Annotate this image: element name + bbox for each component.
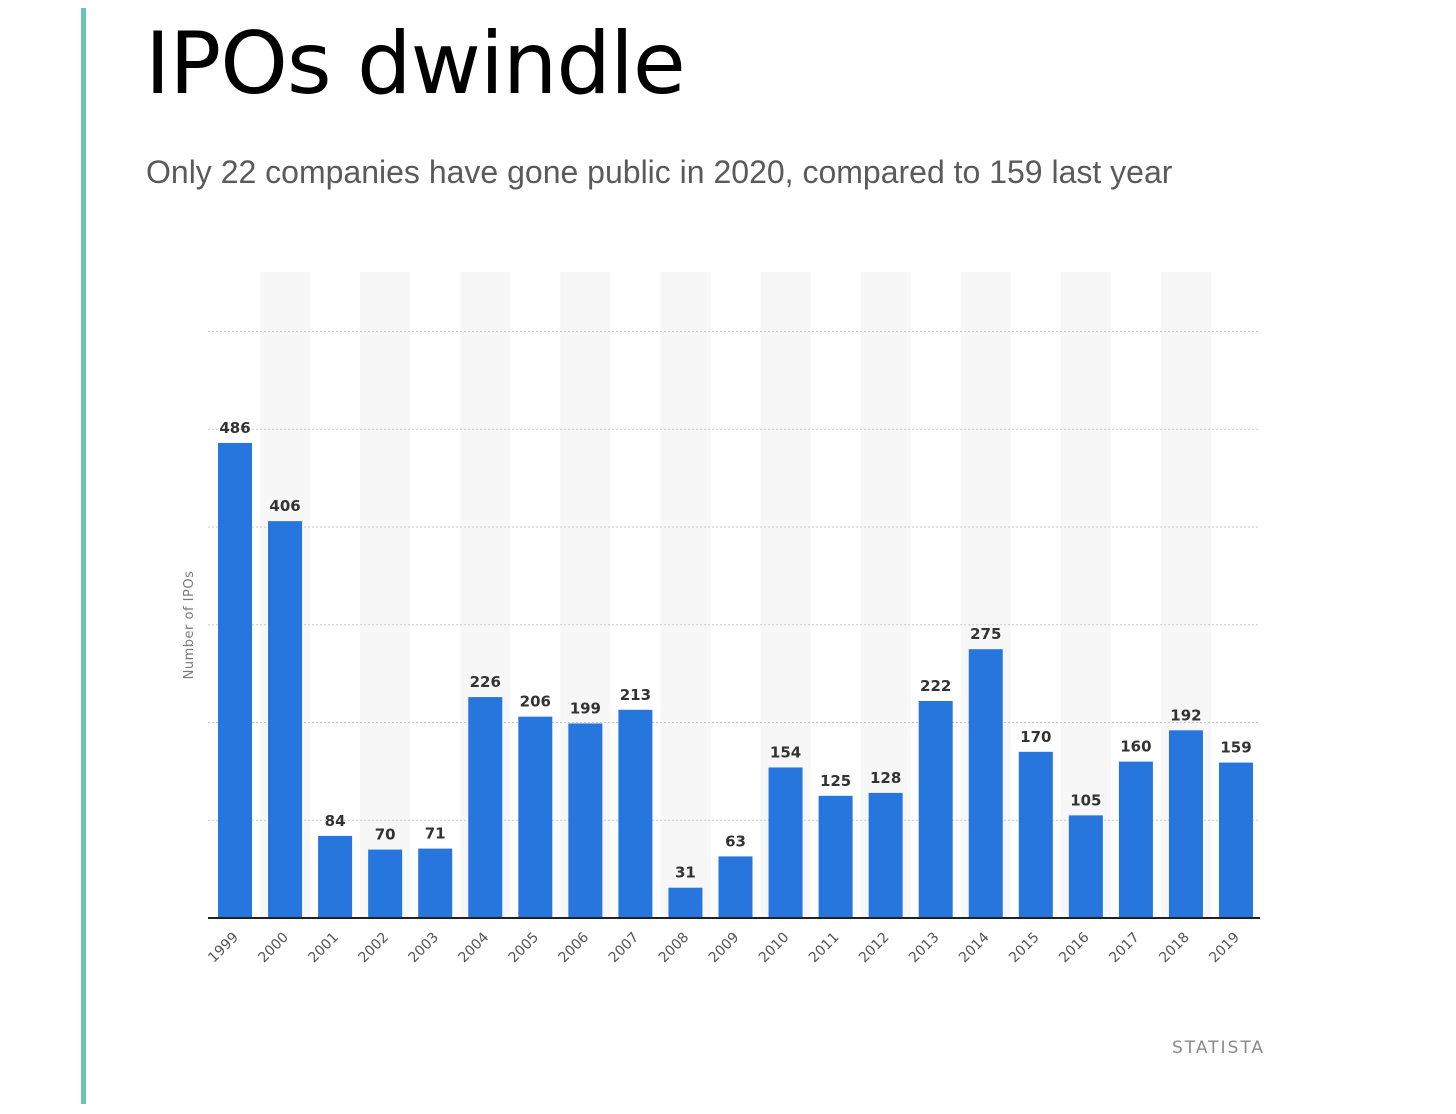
band-2008 [660, 272, 711, 918]
data-label-2001: 84 [325, 812, 346, 830]
x-tick-2000: 2000 [255, 930, 292, 967]
band-2002 [360, 272, 411, 918]
bar-2011 [818, 795, 853, 918]
bar-2019 [1219, 762, 1253, 918]
x-tick-2009: 2009 [706, 930, 743, 967]
source-label: STATISTA [1172, 1038, 1266, 1058]
bar-2003 [418, 848, 453, 918]
data-label-2009: 63 [725, 832, 746, 850]
accent-bar [81, 8, 86, 1104]
bar-2012 [868, 792, 903, 918]
data-label-2015: 170 [1020, 728, 1051, 746]
x-tick-1999: 1999 [205, 930, 242, 967]
data-label-2010: 154 [770, 743, 801, 761]
data-labels: 486 406 84 70 71 226 206 199 213 31 63 154 125 128 222… [219, 419, 1251, 882]
x-tick-2011: 2011 [806, 930, 843, 967]
x-tick-2018: 2018 [1156, 930, 1193, 967]
x-tick-2010: 2010 [756, 930, 793, 967]
x-tick-2007: 2007 [606, 930, 643, 967]
x-tick-2003: 2003 [406, 930, 443, 967]
x-tick-2004: 2004 [456, 929, 493, 966]
data-label-2018: 192 [1170, 706, 1201, 724]
data-label-2000: 406 [269, 497, 300, 515]
bar-2013 [918, 700, 953, 918]
band-2016 [1060, 272, 1111, 918]
bar-2006 [568, 723, 603, 918]
bar-2007 [618, 709, 653, 918]
bar-2018 [1168, 730, 1203, 918]
data-label-2005: 206 [520, 693, 551, 711]
x-tick-2019: 2019 [1206, 930, 1243, 967]
x-tick-2005: 2005 [506, 930, 543, 967]
x-tick-2016: 2016 [1056, 929, 1093, 966]
bar-2010 [768, 767, 803, 918]
x-tick-2012: 2012 [856, 930, 893, 967]
page-subtitle: Only 22 companies have gone public in 20… [146, 154, 1173, 190]
bar-2015 [1018, 751, 1053, 918]
x-tick-2002: 2002 [355, 930, 392, 967]
data-label-2007: 213 [620, 686, 651, 704]
x-tick-2006: 2006 [556, 929, 593, 966]
data-label-2006: 199 [570, 699, 601, 717]
bar-1999 [218, 442, 252, 918]
bar-2017 [1118, 761, 1153, 918]
bar-2008 [668, 887, 703, 918]
data-label-2012: 128 [870, 769, 901, 787]
x-tick-2008: 2008 [656, 930, 693, 967]
page-title: IPOs dwindle [145, 14, 686, 114]
bar-2002 [368, 849, 403, 918]
x-tick-2014: 2014 [956, 929, 993, 966]
y-axis-title: Number of IPOs [182, 571, 197, 680]
data-label-2003: 71 [425, 825, 446, 843]
x-tick-2001: 2001 [305, 930, 342, 967]
x-tick-2013: 2013 [906, 930, 943, 967]
data-label-2004: 226 [470, 673, 501, 691]
bar-2009 [718, 856, 753, 918]
data-label-2011: 125 [820, 772, 851, 790]
data-label-2016: 105 [1070, 791, 1101, 809]
bar-2001 [318, 835, 353, 918]
data-label-2008: 31 [675, 864, 696, 882]
data-label-2019: 159 [1220, 739, 1251, 757]
x-tick-labels: 1999 2000 2001 2002 2003 2004 2005 2006 2007 2008… [205, 929, 1243, 966]
data-label-2002: 70 [375, 826, 396, 844]
data-label-2014: 275 [970, 625, 1001, 643]
bar-2016 [1068, 815, 1103, 918]
data-label-2017: 160 [1120, 738, 1151, 756]
x-tick-2017: 2017 [1106, 930, 1143, 967]
bar-2000 [268, 521, 303, 918]
alternating-bands [260, 272, 1211, 918]
bar-2005 [518, 716, 553, 918]
data-label-2013: 222 [920, 677, 951, 695]
data-label-1999: 486 [219, 419, 250, 437]
bars [218, 442, 1253, 918]
bar-2004 [468, 697, 503, 918]
x-tick-2015: 2015 [1006, 930, 1043, 967]
bar-2014 [968, 649, 1003, 918]
